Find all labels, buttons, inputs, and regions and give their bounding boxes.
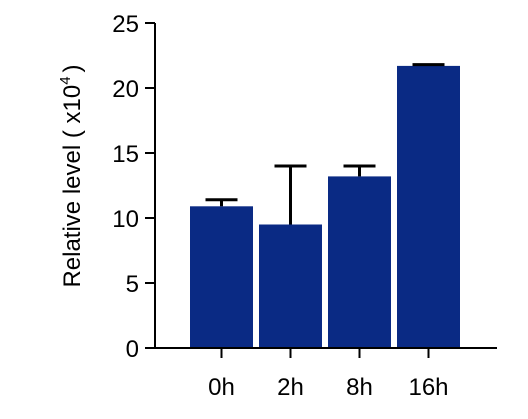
bar-0h bbox=[190, 206, 253, 348]
y-axis-title-superscript: 4 bbox=[57, 76, 74, 84]
bars-layer bbox=[190, 65, 460, 349]
svg-text:Relative level ( x104): Relative level ( x104) bbox=[57, 64, 86, 287]
y-tick-label-5: 5 bbox=[126, 271, 139, 298]
y-tick-label-10: 10 bbox=[112, 206, 139, 233]
y-tick-label-20: 20 bbox=[112, 76, 139, 103]
error-bar-2h bbox=[274, 164, 307, 225]
error-bar-0h bbox=[205, 198, 238, 207]
y-axis-title-end: ) bbox=[59, 64, 86, 72]
x-tick-label-8h: 8h bbox=[346, 374, 373, 401]
x-tick-label-0h: 0h bbox=[208, 374, 235, 401]
bar-2h bbox=[259, 224, 322, 348]
error-bar-8h bbox=[343, 164, 376, 177]
y-tick-label-25: 25 bbox=[112, 11, 139, 38]
axes-layer bbox=[145, 22, 497, 358]
tick-labels-layer: 0h 2h 8h 16h 0 5 10 15 20 25 bbox=[112, 11, 448, 401]
x-tick-label-2h: 2h bbox=[277, 374, 304, 401]
y-tick-label-15: 15 bbox=[112, 141, 139, 168]
bar-8h bbox=[328, 176, 391, 348]
bar-16h bbox=[397, 65, 460, 349]
error-bars-layer bbox=[205, 63, 445, 225]
y-tick-label-0: 0 bbox=[126, 336, 139, 363]
y-axis-title-main: Relative level ( x10 bbox=[59, 85, 86, 288]
error-bar-16h bbox=[412, 63, 445, 67]
y-axis-title: Relative level ( x104) bbox=[57, 64, 86, 287]
x-tick-label-16h: 16h bbox=[408, 374, 448, 401]
